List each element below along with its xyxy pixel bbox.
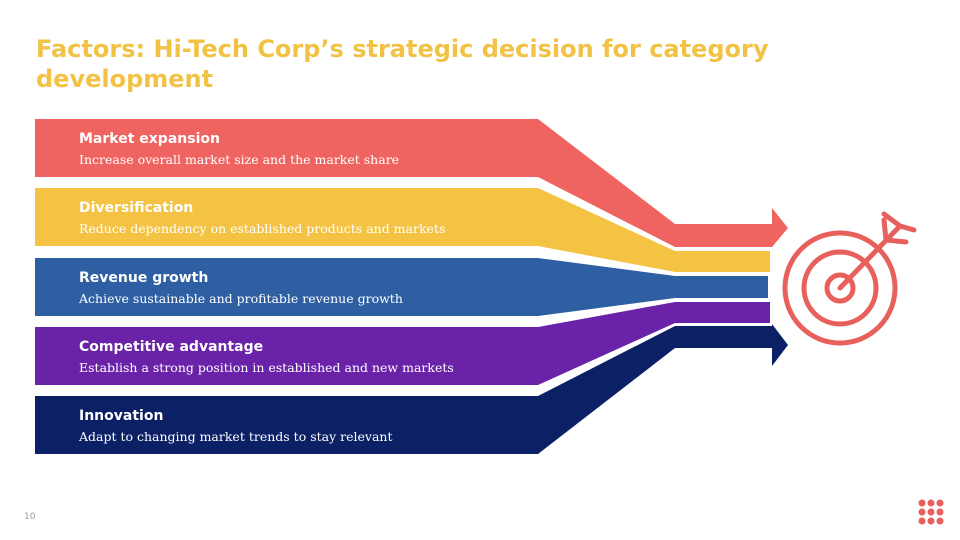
logo-dot (936, 517, 944, 525)
target-ring (782, 230, 898, 346)
factor-title: Innovation (79, 408, 163, 424)
factor-description: Increase overall market size and the mar… (79, 152, 399, 167)
band-market-expansion (35, 119, 788, 247)
logo-dot (927, 499, 935, 507)
title-line: Factors: Hi-Tech Corp’s strategic decisi… (36, 35, 769, 63)
factor-description: Establish a strong position in establish… (79, 360, 454, 375)
target-ring (801, 249, 879, 327)
title-line: development (36, 65, 213, 93)
factor-description: Reduce dependency on established product… (79, 221, 445, 236)
logo-dot (918, 499, 926, 507)
logo-dot (936, 499, 944, 507)
factor-title: Revenue growth (79, 270, 208, 286)
logo (918, 499, 944, 525)
logo-dot (918, 508, 926, 516)
page-number: 10 (24, 512, 36, 522)
band-revenue-growth (35, 258, 768, 316)
band-innovation (35, 324, 788, 454)
logo-dot (918, 517, 926, 525)
logo-dot (927, 517, 935, 525)
logo-dot (936, 508, 944, 516)
factor-title: Market expansion (79, 131, 220, 147)
arrow-shaft (837, 223, 903, 291)
factor-labels: Market expansion Increase overall market … (78, 131, 454, 444)
logo-dot (927, 508, 935, 516)
target-ring (824, 272, 856, 304)
arrow-fletch (881, 217, 909, 245)
factor-title: Competitive advantage (79, 339, 263, 355)
band-competitive-advantage (35, 302, 770, 385)
band-diversification (35, 188, 770, 272)
factor-description: Achieve sustainable and profitable reven… (78, 291, 403, 306)
arrow-fletch (881, 211, 917, 233)
factor-title: Diversification (79, 200, 193, 216)
factor-description: Adapt to changing market trends to stay … (78, 429, 392, 444)
target-icon (782, 211, 917, 346)
